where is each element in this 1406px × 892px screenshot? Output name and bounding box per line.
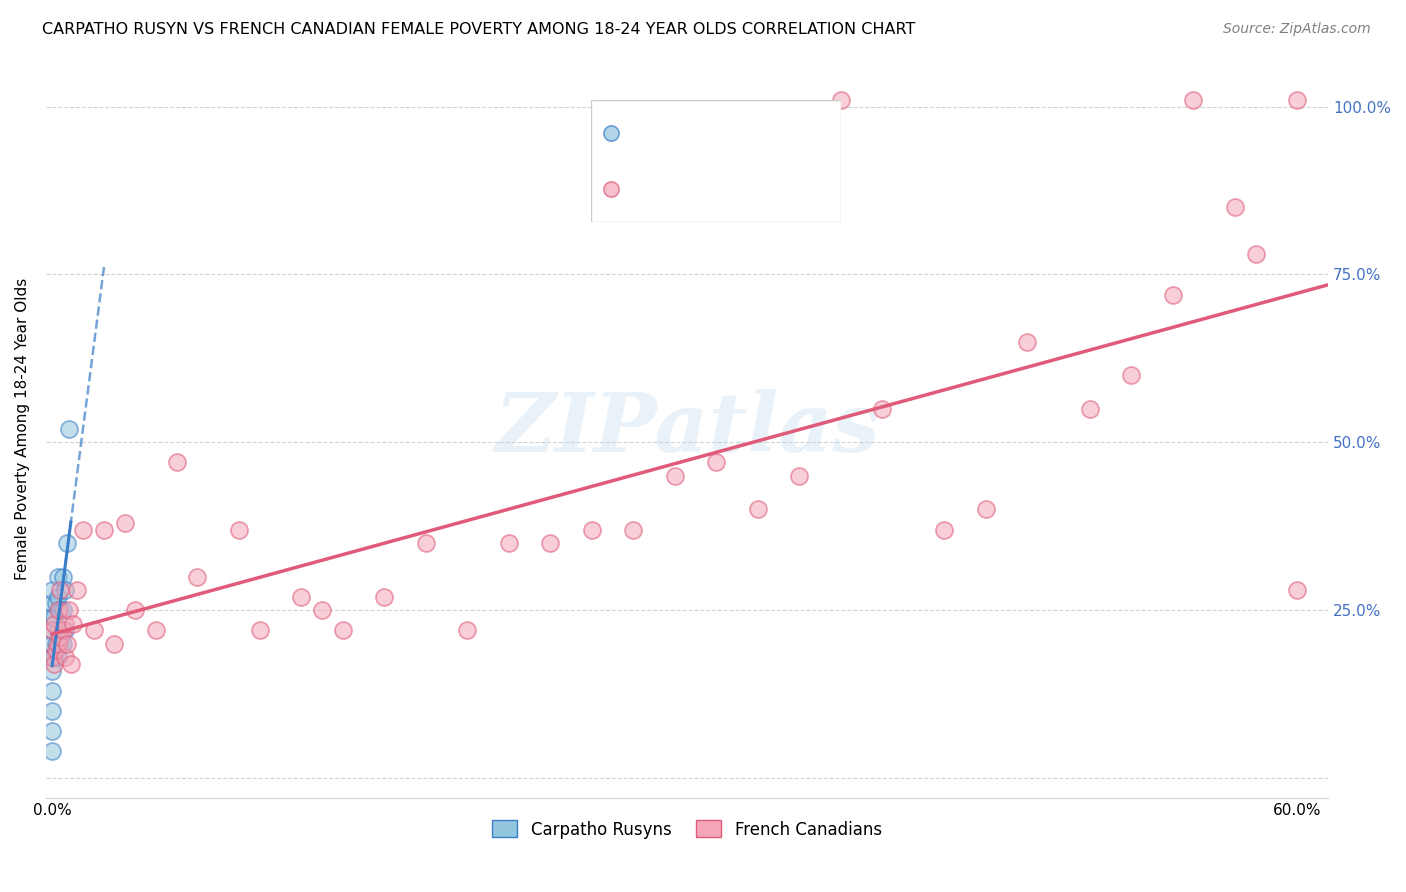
Point xyxy=(974,502,997,516)
Point xyxy=(45,637,67,651)
Point xyxy=(787,468,810,483)
Point xyxy=(52,637,75,651)
Point xyxy=(249,624,271,638)
Point xyxy=(1161,287,1184,301)
Point xyxy=(103,637,125,651)
Point xyxy=(49,582,72,597)
Point xyxy=(53,616,76,631)
Point xyxy=(621,523,644,537)
Point xyxy=(93,523,115,537)
Point xyxy=(538,536,561,550)
Point xyxy=(704,455,727,469)
Point xyxy=(49,603,72,617)
Point xyxy=(934,523,956,537)
Point xyxy=(41,637,63,651)
Point xyxy=(44,650,66,665)
Point xyxy=(1078,401,1101,416)
Point xyxy=(114,516,136,530)
Text: CARPATHO RUSYN VS FRENCH CANADIAN FEMALE POVERTY AMONG 18-24 YEAR OLDS CORRELATI: CARPATHO RUSYN VS FRENCH CANADIAN FEMALE… xyxy=(42,22,915,37)
Point xyxy=(1119,368,1142,383)
Point xyxy=(830,93,852,107)
Point xyxy=(664,468,686,483)
Point xyxy=(41,596,63,610)
Point xyxy=(49,637,72,651)
Point xyxy=(124,603,146,617)
Point xyxy=(290,590,312,604)
Point xyxy=(58,603,80,617)
Point xyxy=(41,650,63,665)
Point xyxy=(49,630,72,644)
Point xyxy=(415,536,437,550)
Legend: Carpatho Rusyns, French Canadians: Carpatho Rusyns, French Canadians xyxy=(485,814,889,846)
Point xyxy=(41,610,63,624)
Point xyxy=(41,582,63,597)
Text: ZIPatlas: ZIPatlas xyxy=(495,389,880,469)
Point xyxy=(55,536,77,550)
Y-axis label: Female Poverty Among 18-24 Year Olds: Female Poverty Among 18-24 Year Olds xyxy=(15,277,30,580)
Point xyxy=(166,455,188,469)
Point xyxy=(48,603,70,617)
Point xyxy=(48,637,70,651)
Point xyxy=(72,523,94,537)
Point xyxy=(53,582,76,597)
Point xyxy=(145,624,167,638)
Point xyxy=(870,401,893,416)
Point xyxy=(1285,93,1308,107)
Point xyxy=(45,643,67,657)
Text: Source: ZipAtlas.com: Source: ZipAtlas.com xyxy=(1223,22,1371,37)
Point xyxy=(44,616,66,631)
Point xyxy=(332,624,354,638)
Point xyxy=(48,624,70,638)
Point xyxy=(44,657,66,671)
Point xyxy=(55,637,77,651)
Point xyxy=(45,596,67,610)
Point xyxy=(44,610,66,624)
Point xyxy=(41,724,63,739)
Point xyxy=(41,624,63,638)
Point xyxy=(41,704,63,718)
Point xyxy=(1223,200,1246,214)
Point xyxy=(52,569,75,583)
Point xyxy=(581,523,603,537)
Point xyxy=(41,624,63,638)
Point xyxy=(1182,93,1205,107)
Point xyxy=(62,616,84,631)
Point xyxy=(41,650,63,665)
Point xyxy=(41,664,63,678)
Point xyxy=(41,744,63,758)
Point xyxy=(1244,247,1267,261)
Point xyxy=(186,569,208,583)
Point xyxy=(53,624,76,638)
Point xyxy=(52,624,75,638)
Point xyxy=(48,590,70,604)
Point xyxy=(53,650,76,665)
Point xyxy=(66,582,89,597)
Point xyxy=(498,536,520,550)
Point xyxy=(456,624,478,638)
Point xyxy=(1285,582,1308,597)
Point xyxy=(228,523,250,537)
Point xyxy=(41,683,63,698)
Point xyxy=(747,502,769,516)
Point xyxy=(48,569,70,583)
Point xyxy=(311,603,333,617)
Point xyxy=(59,657,82,671)
Point xyxy=(373,590,395,604)
Point xyxy=(58,422,80,436)
Point xyxy=(52,603,75,617)
Point xyxy=(1017,334,1039,349)
Point xyxy=(48,650,70,665)
Point xyxy=(83,624,105,638)
